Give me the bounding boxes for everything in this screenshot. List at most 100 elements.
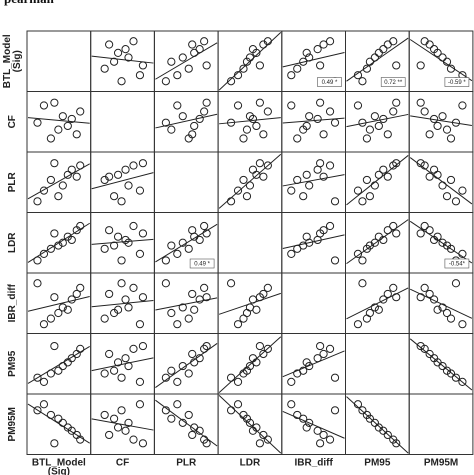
data-point	[33, 279, 42, 288]
data-point	[325, 37, 335, 46]
data-point	[135, 320, 145, 329]
data-point	[173, 377, 182, 386]
fit-line	[91, 418, 154, 431]
data-point	[161, 406, 170, 415]
data-point	[313, 45, 322, 54]
data-point	[362, 134, 372, 143]
data-point	[374, 48, 383, 57]
fit-line	[409, 220, 473, 264]
data-point	[76, 221, 85, 231]
panel-pm95-vs-btl	[26, 333, 92, 395]
data-point	[451, 279, 461, 288]
data-point	[365, 308, 374, 318]
data-point	[242, 57, 252, 66]
fit-line	[27, 117, 90, 124]
data-point	[138, 159, 148, 168]
data-point	[33, 373, 42, 382]
data-point	[138, 229, 148, 238]
data-point	[358, 279, 367, 288]
data-point	[58, 238, 67, 247]
data-point	[302, 121, 311, 131]
column-label-pm95m: PM95M	[424, 458, 458, 469]
data-point	[200, 221, 209, 231]
data-point	[226, 77, 236, 86]
data-point	[245, 112, 255, 121]
data-point	[429, 235, 439, 245]
data-point	[302, 423, 311, 432]
data-point	[110, 241, 119, 250]
data-point	[200, 37, 209, 46]
data-point	[442, 366, 452, 375]
data-point	[316, 341, 325, 351]
data-point	[370, 181, 379, 190]
fit-line	[282, 234, 345, 250]
data-point	[389, 107, 398, 116]
data-point	[121, 45, 130, 54]
data-point	[365, 57, 374, 66]
data-point	[190, 358, 199, 367]
data-point	[113, 305, 123, 314]
panel-pm95-vs-ibr	[281, 333, 346, 395]
data-point	[425, 289, 434, 299]
data-point	[242, 125, 252, 134]
data-point	[76, 344, 85, 353]
row-label-ibr: IBR_diff	[7, 283, 18, 322]
data-point	[178, 303, 187, 312]
data-point	[429, 354, 439, 363]
panel-cf-vs-plr	[153, 91, 219, 153]
panel-frame	[408, 393, 474, 455]
data-point	[287, 71, 296, 80]
panel-plr-vs-plr	[153, 151, 219, 213]
data-point	[325, 435, 335, 444]
data-point	[54, 192, 63, 201]
data-point	[245, 361, 255, 371]
panel-btl-vs-pm95: 0.72 **	[345, 30, 410, 92]
data-point	[188, 289, 197, 299]
data-point	[252, 305, 261, 314]
data-point	[425, 130, 434, 139]
data-point	[121, 235, 130, 245]
data-point	[100, 410, 109, 420]
row-label-pm95: PM95	[7, 350, 18, 377]
data-point	[226, 118, 236, 127]
panel-btl-vs-plr	[153, 30, 219, 92]
panel-ibr-vs-pm95m	[408, 272, 474, 334]
data-point	[248, 165, 258, 174]
data-point	[420, 283, 429, 293]
data-point	[358, 406, 367, 415]
panel-pm95-vs-plr	[153, 333, 219, 395]
fit-line	[346, 113, 409, 128]
data-point	[389, 283, 398, 293]
data-point	[195, 426, 204, 435]
data-point	[302, 358, 311, 367]
correlation-label: -0.59 *	[448, 80, 466, 86]
data-point	[167, 125, 176, 134]
data-point	[233, 400, 243, 409]
row-label-ldr: LDR	[7, 232, 18, 253]
data-point	[458, 320, 467, 329]
fit-line	[91, 357, 154, 372]
data-point	[233, 101, 243, 110]
data-point	[100, 64, 109, 73]
column-labels: BTL_Model (Sig) CF PLR LDR IBR_diff PM95 PM95M	[32, 458, 458, 475]
data-point	[188, 430, 197, 440]
panel-pm95m-vs-plr	[153, 393, 219, 455]
data-point	[287, 101, 296, 110]
data-point	[442, 308, 452, 318]
data-point	[263, 161, 272, 170]
data-point	[233, 377, 243, 386]
data-point	[392, 61, 401, 70]
data-point	[319, 430, 328, 440]
panel-frame	[26, 30, 92, 92]
data-point	[105, 226, 114, 235]
data-point	[302, 232, 311, 241]
data-point	[263, 435, 272, 444]
correlation-box	[444, 77, 470, 87]
data-point	[190, 48, 199, 57]
data-point	[416, 98, 425, 107]
data-point	[233, 320, 243, 329]
panel-btl-vs-ibr: 0.49 *	[281, 30, 346, 92]
panel-ldr-vs-ibr	[281, 212, 346, 274]
fit-line	[155, 42, 218, 80]
row-label-btl: BTL_Model(Sig)	[2, 34, 23, 88]
